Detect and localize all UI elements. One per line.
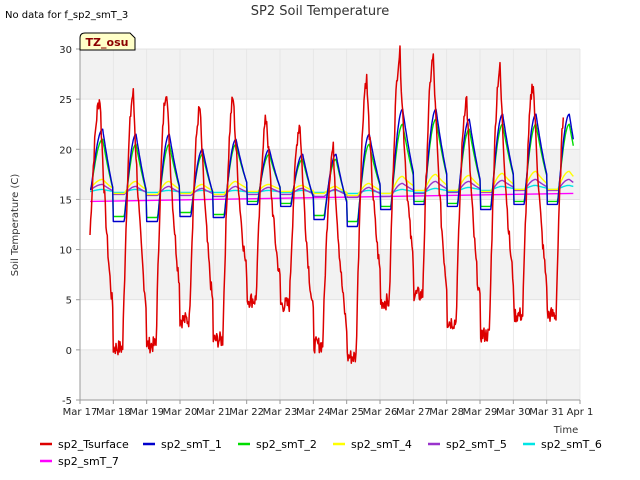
legend-label: sp2_smT_2	[256, 438, 317, 451]
legend-label: sp2_smT_6	[541, 438, 602, 451]
legend-label: sp2_smT_4	[351, 438, 412, 451]
y-tick-label: 20	[59, 145, 72, 156]
legend-item-sp2_Tsurface: sp2_Tsurface	[40, 438, 129, 451]
x-tick-label: Apr 1	[567, 407, 594, 418]
legend-item-sp2_smT_4: sp2_smT_4	[333, 438, 412, 451]
y-tick-label: 0	[66, 346, 72, 357]
legend-label: sp2_smT_5	[446, 438, 507, 451]
legend-item-sp2_smT_5: sp2_smT_5	[428, 438, 507, 451]
legend: sp2_Tsurface sp2_smT_1 sp2_smT_2 sp2_smT_4 s…	[40, 438, 602, 468]
x-tick-label: Mar 24	[296, 407, 331, 418]
legend-item-sp2_smT_1: sp2_smT_1	[143, 438, 222, 451]
x-tick-label: Mar 22	[229, 407, 264, 418]
y-tick-label: 5	[66, 296, 72, 307]
plot-band	[80, 349, 580, 400]
legend-label: sp2_Tsurface	[58, 438, 129, 451]
x-tick-label: Mar 26	[363, 407, 398, 418]
x-tick-label: Mar 25	[329, 407, 364, 418]
x-tick-label: Mar 17	[63, 407, 98, 418]
legend-label: sp2_smT_1	[161, 438, 222, 451]
legend-item-sp2_smT_7: sp2_smT_7	[40, 455, 119, 468]
series-line-sp2_Tsurface	[89, 45, 565, 364]
series-layer	[89, 45, 574, 364]
x-tick-label: Mar 28	[429, 407, 464, 418]
y-axis-label: Soil Temperature (C)	[10, 174, 21, 277]
plot-area	[80, 49, 580, 400]
y-tick-label: -5	[62, 396, 72, 407]
y-tick-label: 30	[59, 45, 72, 56]
timezone-badge: TZ_osu	[79, 32, 136, 51]
plot-band	[80, 49, 580, 100]
legend-item-sp2_smT_6: sp2_smT_6	[523, 438, 602, 451]
x-tick-label: Mar 30	[496, 407, 531, 418]
plot-background	[80, 49, 580, 400]
y-tick-label: 25	[59, 95, 72, 106]
x-tick-label: Mar 27	[396, 407, 431, 418]
x-tick-label: Mar 18	[96, 407, 131, 418]
y-tick-label: 15	[59, 195, 72, 206]
legend-label: sp2_smT_7	[58, 455, 119, 468]
x-tick-label: Mar 20	[163, 407, 198, 418]
timezone-badge-label: TZ_osu	[86, 36, 129, 49]
x-tick-label: Mar 23	[263, 407, 298, 418]
plot-band	[80, 249, 580, 300]
x-tick-label: Mar 31	[529, 407, 564, 418]
x-tick-label: Mar 29	[463, 407, 498, 418]
legend-item-sp2_smT_2: sp2_smT_2	[238, 438, 317, 451]
x-axis-label: Time	[553, 425, 578, 436]
no-data-note: No data for f_sp2_smT_3	[5, 10, 128, 21]
chart-title: SP2 Soil Temperature	[251, 4, 389, 19]
x-tick-label: Mar 19	[129, 407, 164, 418]
y-tick-label: 10	[59, 246, 72, 257]
x-tick-label: Mar 21	[196, 407, 231, 418]
